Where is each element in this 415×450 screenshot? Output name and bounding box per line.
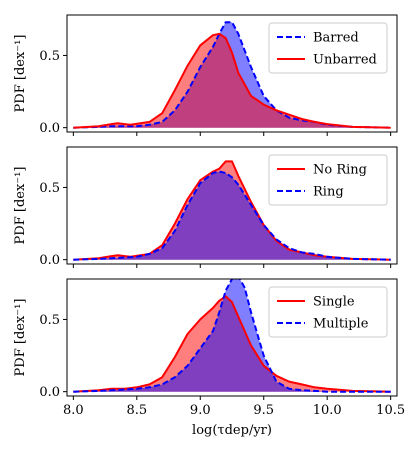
x-tick-label: 9.0 [190, 403, 211, 418]
legend-frame [268, 286, 388, 338]
legend-label: Barred [313, 31, 359, 46]
y-axis-label: PDF [dex⁻¹] [13, 35, 28, 113]
series-fills [73, 21, 391, 129]
series-line-1 [73, 21, 391, 129]
legend-label: Ring [313, 185, 344, 200]
axes-frame [66, 146, 398, 265]
legend-label: No Ring [313, 163, 367, 178]
series-line-2 [73, 32, 391, 129]
legend-label: Single [313, 295, 355, 310]
y-tick-label: 0.0 [39, 121, 60, 136]
legend-frame [268, 22, 388, 74]
y-tick-label: 0.5 [39, 181, 60, 196]
series-line-1 [73, 295, 391, 393]
x-tick-label: 9.5 [253, 403, 274, 418]
chart-panel-2: 0.0 0.5 PDF [dex⁻¹] No Ring Ring [13, 146, 398, 268]
x-tick-label: 8.0 [63, 403, 84, 418]
legend-label: Multiple [313, 317, 369, 332]
legend: No Ring Ring [268, 154, 388, 206]
y-tick-label: 0.0 [39, 253, 60, 268]
x-tick-label: 10.0 [313, 403, 342, 418]
y-tick-label: 0.5 [39, 313, 60, 328]
axes-frame [66, 278, 398, 397]
y-tick-label: 0.0 [39, 385, 60, 400]
x-tick-label: 10.5 [376, 403, 405, 418]
series-line-2 [73, 170, 391, 261]
legend: Single Multiple [268, 286, 388, 338]
legend: Barred Unbarred [268, 22, 388, 74]
chart-panel-3: 8.0 8.5 9.0 9.5 10.0 10.5 0.0 0.5 PDF [dex⁻¹] Sin… [13, 278, 405, 418]
y-axis-label: PDF [dex⁻¹] [13, 167, 28, 245]
series-fills [73, 160, 391, 261]
series-fill-2 [73, 279, 391, 392]
series-fills [73, 279, 391, 393]
series-fill-2 [73, 33, 391, 128]
series-fill-2 [73, 171, 391, 260]
series-line-2 [73, 279, 391, 393]
legend-label: Unbarred [313, 53, 377, 68]
chart-panel-1: 0.0 0.5 PDF [dex⁻¹] Barred Unbarred [13, 14, 398, 136]
y-axis-label: PDF [dex⁻¹] [13, 299, 28, 377]
x-axis-label: log(τdep/yr) [192, 423, 272, 438]
axes-frame [66, 14, 398, 133]
legend-frame [268, 154, 388, 206]
x-tick-label: 8.5 [126, 403, 147, 418]
y-tick-label: 0.5 [39, 49, 60, 64]
